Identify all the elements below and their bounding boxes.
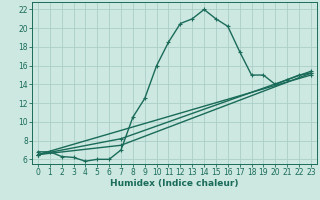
X-axis label: Humidex (Indice chaleur): Humidex (Indice chaleur)	[110, 179, 239, 188]
